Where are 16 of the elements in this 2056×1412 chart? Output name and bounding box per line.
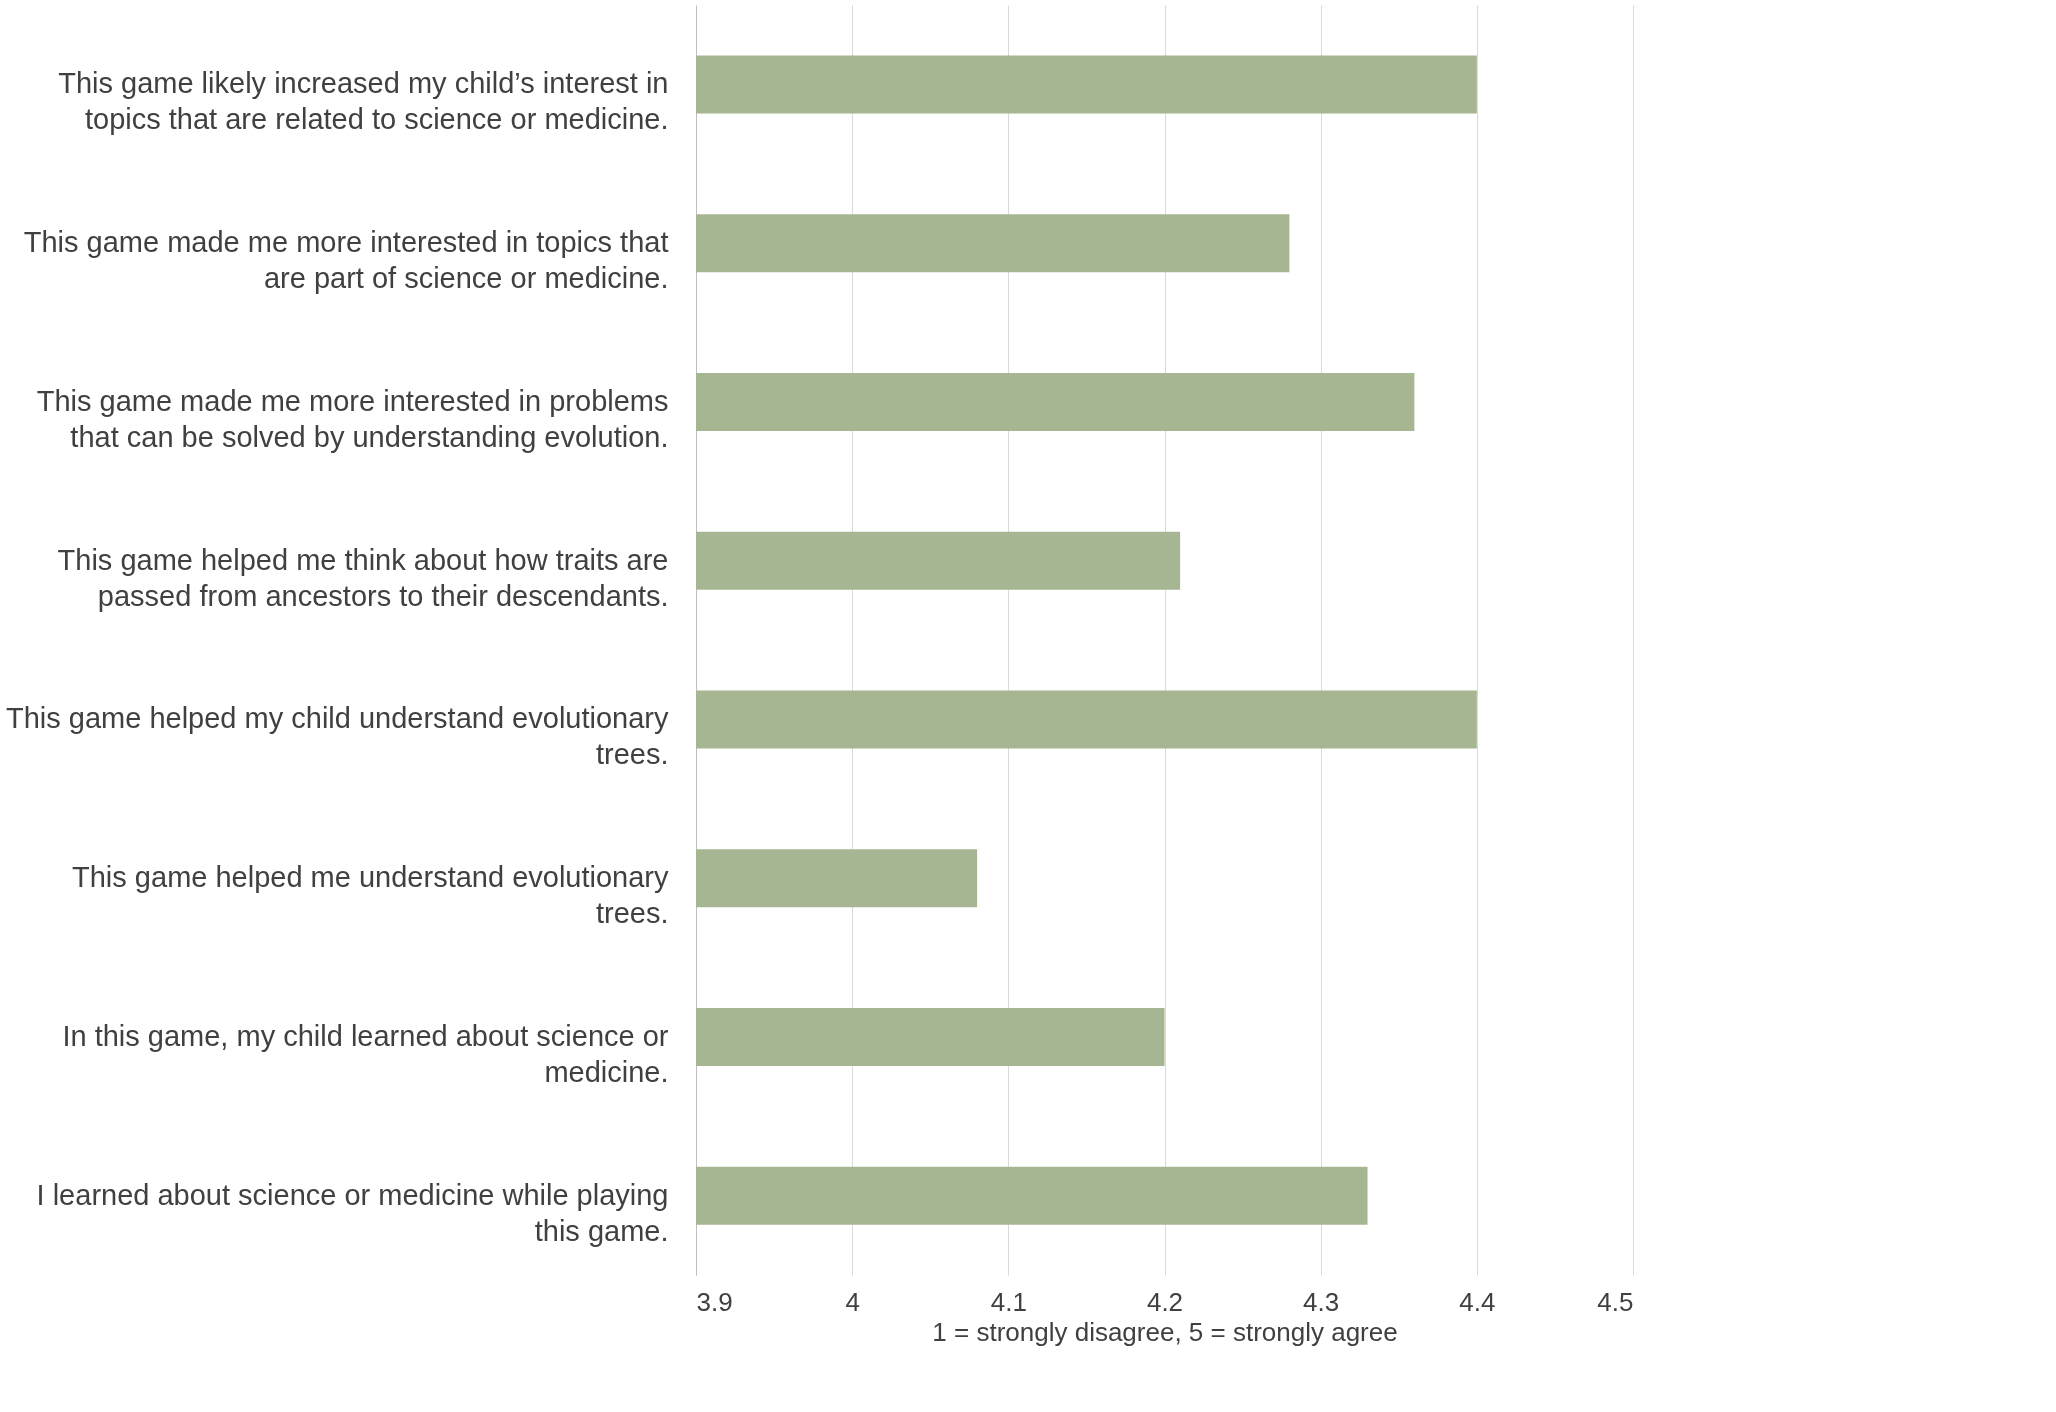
y-tick-label: This game helped my child understand evolutionary trees. (5, 702, 669, 771)
y-tick-label: This game likely increased my child’s interest in topics that are related to science or medicine. (58, 67, 669, 136)
y-tick-label: This game made me more interested in topics that are part of science or medicine. (23, 226, 669, 295)
x-tick-label: 4.4 (1459, 1286, 1496, 1317)
x-tick-label: 3.9 (696, 1286, 733, 1317)
y-tick-label: This game made me more interested in problems that can be solved by understanding evolution. (36, 384, 669, 453)
y-tick-label: I learned about science or medicine while playing this game. (36, 1178, 669, 1247)
x-axis-title: 1 = strongly disagree, 5 = strongly agree (932, 1316, 1398, 1347)
x-tick-label: 4.3 (1303, 1286, 1340, 1317)
y-tick-label: In this game, my child learned about science or medicine. (62, 1019, 669, 1088)
y-tick-label: This game helped me think about how traits are passed from ancestors to their descendants. (57, 543, 669, 612)
y-tick-label: This game helped me understand evolutionary trees. (72, 861, 669, 930)
x-tick-label: 4.1 (990, 1286, 1027, 1317)
x-tick-label: 4.2 (1146, 1286, 1184, 1317)
x-tick-label: 4.5 (1597, 1286, 1634, 1317)
x-tick-label: 4 (845, 1286, 860, 1317)
